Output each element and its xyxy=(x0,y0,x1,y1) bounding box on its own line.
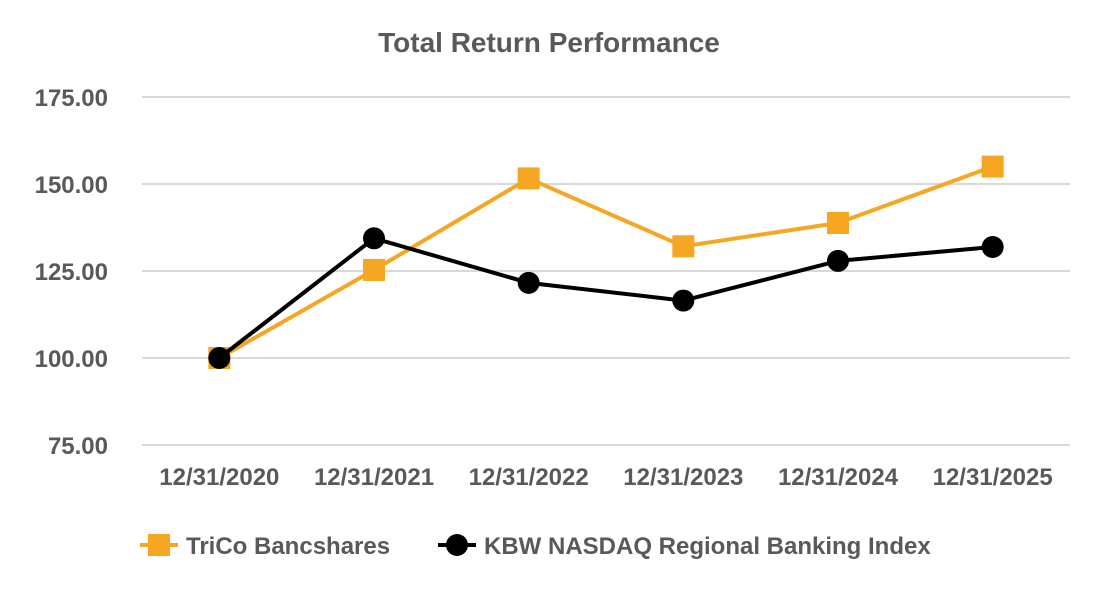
legend-label: TriCo Bancshares xyxy=(186,533,390,560)
x-tick-label: 12/31/2025 xyxy=(933,464,1053,491)
data-point-circle xyxy=(672,289,695,312)
data-point-circle xyxy=(981,235,1004,258)
data-point-circle xyxy=(208,347,231,369)
series-2 xyxy=(208,227,1004,369)
data-point-square xyxy=(517,167,540,190)
y-tick-label: 125.00 xyxy=(35,259,108,286)
y-axis: 75.00 100.00 125.00 150.00 175.00 xyxy=(35,85,108,460)
y-tick-label: 75.00 xyxy=(48,433,108,460)
series-layer xyxy=(208,155,1004,369)
x-tick-label: 12/31/2023 xyxy=(623,464,743,491)
data-point-circle xyxy=(827,249,849,272)
data-point-square xyxy=(672,235,695,258)
data-point-square xyxy=(981,155,1004,178)
data-point-square xyxy=(827,211,849,234)
legend: TriCo Bancshares KBW NASDAQ Regional Bank… xyxy=(140,533,931,560)
y-tick-label: 150.00 xyxy=(35,172,108,199)
x-tick-label: 12/31/2020 xyxy=(159,464,279,491)
series-line xyxy=(218,164,994,360)
y-tick-label: 175.00 xyxy=(35,85,108,112)
legend-label: KBW NASDAQ Regional Banking Index xyxy=(484,533,931,560)
chart-title: Total Return Performance xyxy=(378,27,720,58)
data-point-circle xyxy=(363,227,385,250)
legend-circle-marker xyxy=(446,534,468,556)
data-point-circle xyxy=(517,271,540,294)
legend-item: TriCo Bancshares xyxy=(140,533,390,560)
gridlines xyxy=(142,96,1070,446)
legend-item: KBW NASDAQ Regional Banking Index xyxy=(438,533,931,560)
x-tick-label: 12/31/2022 xyxy=(469,464,589,491)
x-tick-label: 12/31/2021 xyxy=(314,464,434,491)
x-axis: 12/31/2020 12/31/2021 12/31/2022 12/31/2023… xyxy=(159,464,1052,491)
legend-square-marker xyxy=(148,534,170,556)
series-1 xyxy=(208,155,1004,369)
series-line xyxy=(218,236,993,360)
data-point-square xyxy=(363,258,385,281)
x-tick-label: 12/31/2024 xyxy=(778,464,899,491)
y-tick-label: 100.00 xyxy=(35,346,108,373)
